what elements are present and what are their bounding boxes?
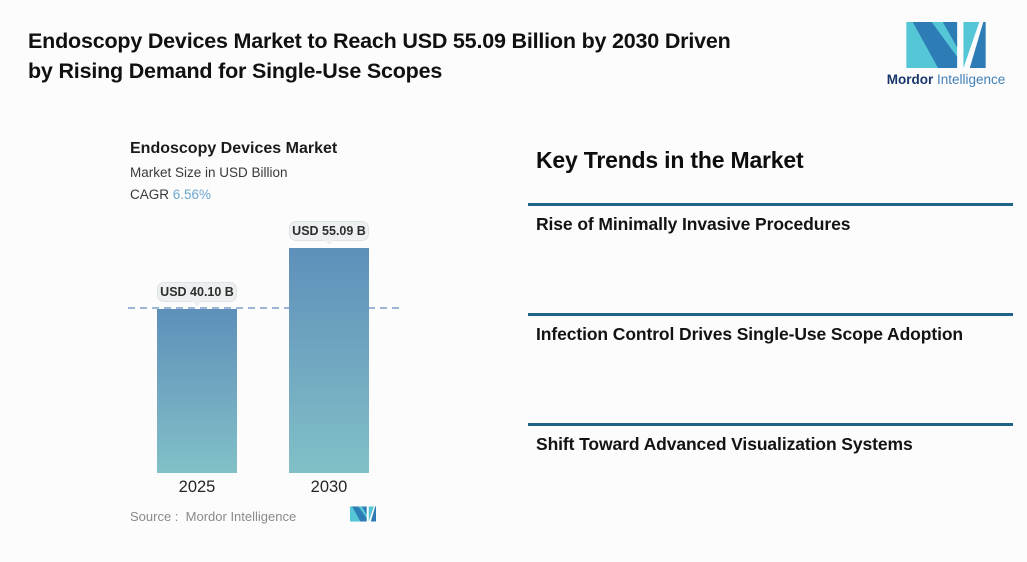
chart-subtitle: Market Size in USD Billion <box>130 165 288 180</box>
source-note: Source : Mordor Intelligence <box>130 509 296 524</box>
key-trends-heading: Key Trends in the Market <box>536 147 804 173</box>
chart-title: Endoscopy Devices Market <box>130 140 338 157</box>
trend-divider-1 <box>528 203 1013 206</box>
page-title-line-1: Endoscopy Devices Market to Reach USD 55… <box>28 29 731 53</box>
trend-divider-3 <box>528 423 1013 426</box>
source-value: Mordor Intelligence <box>185 509 297 524</box>
brand-name: Mordor Intelligence <box>885 72 1007 87</box>
page-title: Endoscopy Devices Market to Reach USD 55… <box>28 26 878 86</box>
trend-divider-2 <box>528 313 1013 316</box>
mordor-m-mini-icon <box>350 506 376 527</box>
bar-2030-value-label: USD 55.09 B <box>289 221 369 245</box>
trend-item-1: Rise of Minimally Invasive Procedures <box>536 214 851 234</box>
trend-item-3: Shift Toward Advanced Visualization Syst… <box>536 434 913 454</box>
bar-2025-value-label: USD 40.10 B <box>157 282 237 306</box>
page-title-line-2: by Rising Demand for Single-Use Scopes <box>28 59 443 83</box>
cagr-label: CAGR <box>130 187 170 202</box>
source-label: Source : <box>130 509 179 524</box>
reference-line <box>128 307 400 309</box>
mordor-m-icon <box>885 22 1007 68</box>
bar-2025 <box>157 309 237 473</box>
market-chart-panel: Endoscopy Devices Market Market Size in … <box>128 138 400 538</box>
brand-name-light: Intelligence <box>936 72 1006 87</box>
bar-2030 <box>289 248 369 473</box>
x-axis-label-2030: 2030 <box>310 478 348 496</box>
chart-cagr: CAGR 6.56% <box>130 187 400 202</box>
trend-item-2: Infection Control Drives Single-Use Scop… <box>536 324 964 344</box>
x-axis-label-2025: 2025 <box>178 478 216 496</box>
bar-plot: USD 40.10 B USD 55.09 B <box>128 221 400 473</box>
cagr-value: 6.56% <box>172 187 212 202</box>
key-trends-panel: Key Trends in the Market Rise of Minimal… <box>528 145 1013 475</box>
brand-logo: Mordor Intelligence <box>885 22 1007 87</box>
brand-name-bold: Mordor <box>886 72 934 87</box>
